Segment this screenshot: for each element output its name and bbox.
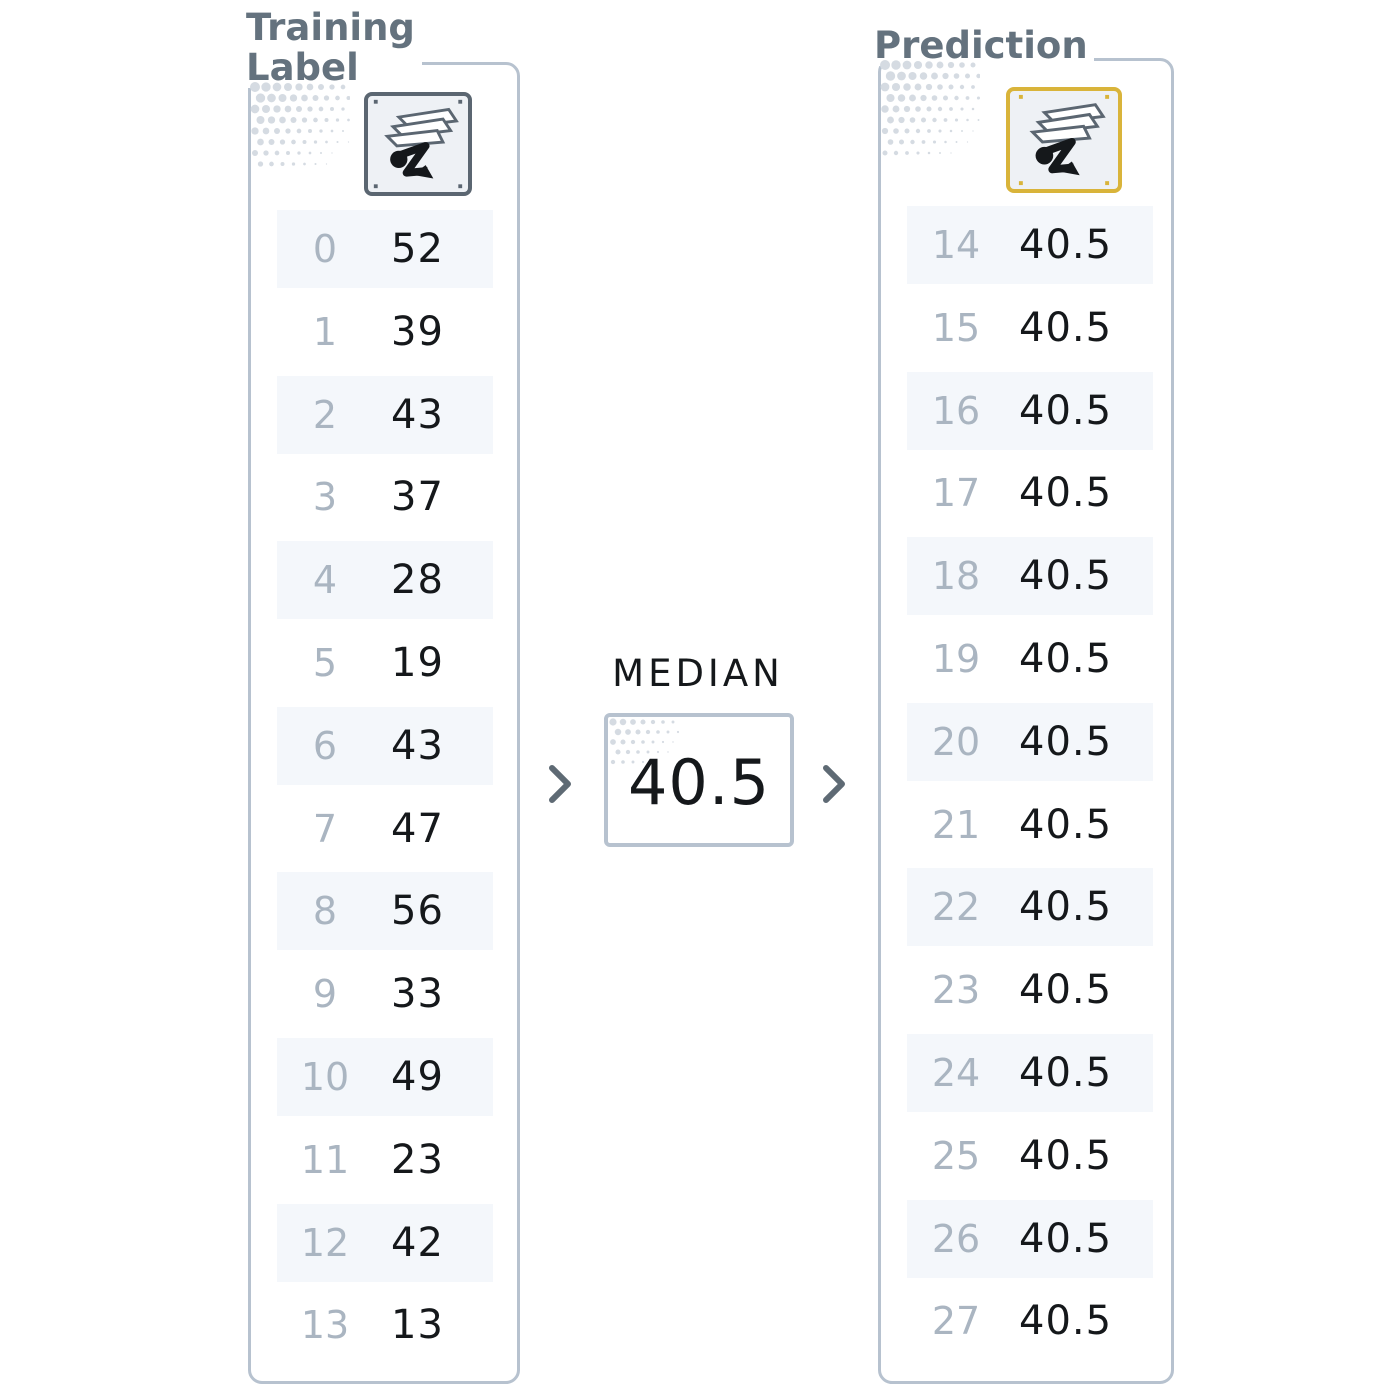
row-index: 11 bbox=[300, 1137, 350, 1182]
row-index: 7 bbox=[312, 806, 338, 851]
row-index: 15 bbox=[931, 305, 981, 350]
table-row: 7 47 bbox=[277, 790, 493, 868]
chevron-right-icon bbox=[549, 765, 571, 803]
table-row: 5 19 bbox=[277, 624, 493, 702]
table-row: 18 40.5 bbox=[907, 537, 1153, 616]
table-row: 27 40.5 bbox=[907, 1282, 1153, 1360]
row-value: 47 bbox=[391, 805, 444, 852]
row-index: 20 bbox=[931, 719, 981, 764]
table-row: 14 40.5 bbox=[907, 206, 1153, 284]
row-index: 26 bbox=[931, 1216, 981, 1261]
table-row: 1 39 bbox=[277, 293, 493, 371]
row-value: 40.5 bbox=[1019, 387, 1113, 434]
row-index: 12 bbox=[300, 1220, 350, 1265]
row-value: 40.5 bbox=[1019, 222, 1113, 268]
row-index: 16 bbox=[931, 388, 981, 433]
table-row: 9 33 bbox=[277, 955, 493, 1033]
table-row: 24 40.5 bbox=[907, 1034, 1153, 1112]
prediction-sheet-music-icon bbox=[1006, 87, 1122, 193]
row-value: 40.5 bbox=[1019, 636, 1113, 682]
training-sheet-music-icon bbox=[364, 92, 472, 196]
row-value: 40.5 bbox=[1019, 967, 1113, 1014]
row-value: 40.5 bbox=[1019, 1132, 1113, 1179]
row-value: 40.5 bbox=[1019, 801, 1113, 848]
row-index: 3 bbox=[312, 475, 338, 520]
row-value: 52 bbox=[391, 226, 444, 272]
row-value: 43 bbox=[391, 722, 444, 769]
row-index: 14 bbox=[931, 223, 981, 267]
row-value: 40.5 bbox=[1019, 304, 1113, 351]
row-value: 56 bbox=[391, 888, 444, 935]
row-index: 6 bbox=[312, 723, 338, 768]
table-row: 2 43 bbox=[277, 375, 493, 454]
training-panel-title: Training Label bbox=[246, 8, 422, 88]
table-row: 13 13 bbox=[277, 1286, 493, 1364]
row-index: 22 bbox=[931, 885, 981, 930]
row-index: 25 bbox=[931, 1133, 981, 1178]
median-label: MEDIAN bbox=[612, 652, 784, 695]
row-index: 4 bbox=[312, 558, 338, 603]
table-row: 8 56 bbox=[277, 872, 493, 951]
table-row: 0 52 bbox=[277, 210, 493, 288]
table-row: 25 40.5 bbox=[907, 1117, 1153, 1195]
median-value: 40.5 bbox=[627, 745, 771, 819]
row-value: 43 bbox=[391, 391, 444, 438]
row-index: 19 bbox=[931, 637, 981, 681]
row-value: 37 bbox=[391, 474, 444, 521]
table-row: 10 49 bbox=[277, 1038, 493, 1116]
table-row: 4 28 bbox=[277, 541, 493, 620]
row-index: 2 bbox=[312, 392, 338, 437]
halftone-decoration bbox=[250, 82, 350, 167]
table-row: 17 40.5 bbox=[907, 454, 1153, 532]
table-row: 22 40.5 bbox=[907, 868, 1153, 947]
row-index: 10 bbox=[300, 1055, 350, 1099]
row-value: 40.5 bbox=[1019, 1050, 1113, 1096]
row-value: 23 bbox=[391, 1136, 444, 1183]
row-index: 8 bbox=[312, 889, 338, 934]
row-index: 27 bbox=[931, 1299, 981, 1344]
row-value: 39 bbox=[391, 308, 444, 355]
table-row: 3 37 bbox=[277, 458, 493, 536]
table-row: 26 40.5 bbox=[907, 1199, 1153, 1278]
sheet-music-icon bbox=[373, 99, 463, 189]
row-value: 40.5 bbox=[1019, 718, 1113, 765]
prediction-panel-title: Prediction bbox=[874, 26, 1094, 66]
row-value: 40.5 bbox=[1019, 1298, 1113, 1345]
row-value: 40.5 bbox=[1019, 1215, 1113, 1262]
table-row: 20 40.5 bbox=[907, 702, 1153, 781]
table-row: 11 23 bbox=[277, 1121, 493, 1199]
row-value: 40.5 bbox=[1019, 884, 1113, 931]
table-row: 16 40.5 bbox=[907, 371, 1153, 450]
table-row: 23 40.5 bbox=[907, 951, 1153, 1029]
table-row: 6 43 bbox=[277, 706, 493, 785]
table-row: 21 40.5 bbox=[907, 786, 1153, 864]
row-index: 23 bbox=[931, 968, 981, 1013]
row-value: 40.5 bbox=[1019, 470, 1113, 517]
row-value: 13 bbox=[391, 1302, 444, 1349]
row-value: 42 bbox=[391, 1219, 444, 1266]
table-row: 15 40.5 bbox=[907, 289, 1153, 367]
chevron-right-icon bbox=[823, 765, 845, 803]
row-index: 24 bbox=[931, 1051, 981, 1095]
row-index: 17 bbox=[931, 471, 981, 516]
row-index: 5 bbox=[312, 641, 338, 685]
row-index: 13 bbox=[300, 1303, 350, 1348]
row-value: 28 bbox=[391, 557, 444, 604]
row-index: 21 bbox=[931, 802, 981, 847]
row-index: 9 bbox=[312, 972, 338, 1017]
row-value: 49 bbox=[391, 1054, 444, 1100]
sheet-music-icon bbox=[1018, 94, 1110, 186]
row-index: 0 bbox=[312, 227, 338, 271]
table-row: 19 40.5 bbox=[907, 620, 1153, 698]
row-index: 18 bbox=[931, 554, 981, 599]
halftone-decoration bbox=[880, 60, 980, 156]
table-row: 12 42 bbox=[277, 1203, 493, 1282]
halftone-decoration bbox=[609, 718, 680, 765]
median-box: 40.5 bbox=[604, 713, 794, 847]
row-index: 1 bbox=[312, 309, 338, 354]
row-value: 19 bbox=[391, 640, 444, 686]
row-value: 33 bbox=[391, 971, 444, 1018]
row-value: 40.5 bbox=[1019, 553, 1113, 600]
